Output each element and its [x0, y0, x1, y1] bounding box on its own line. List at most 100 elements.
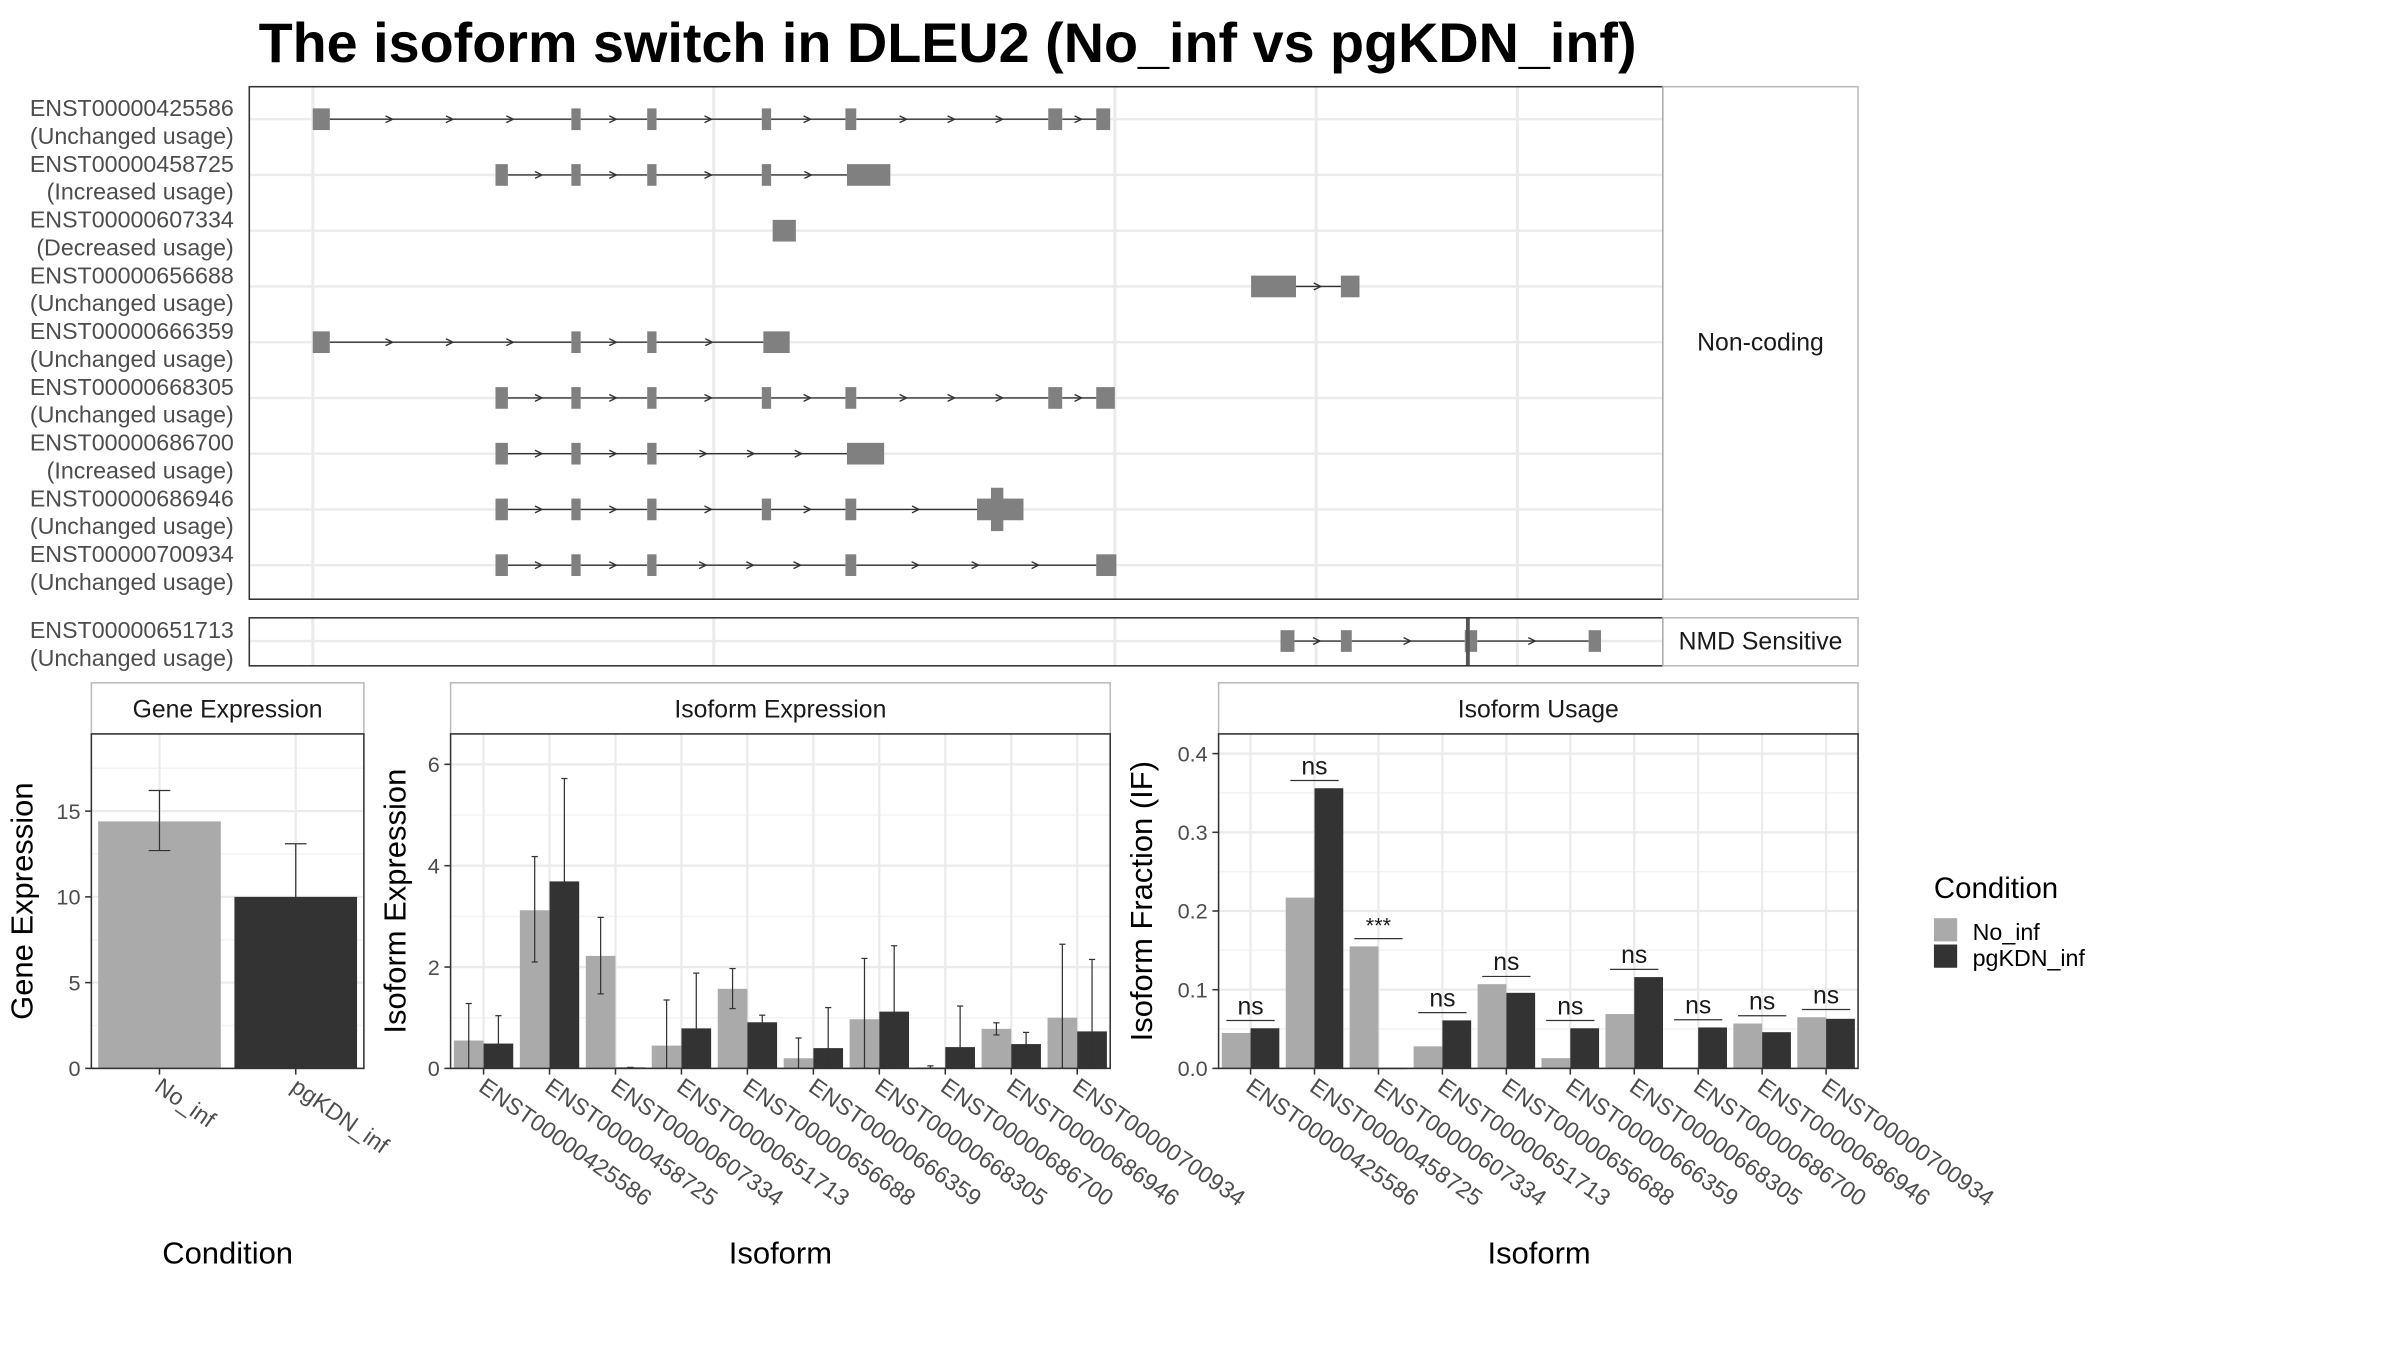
isoform-usage-label: (Unchanged usage)	[30, 645, 234, 671]
cds-exon-block	[990, 487, 1004, 532]
isoform-expression-panel: Isoform Expression0246ENST00000425586ENS…	[378, 682, 1250, 1270]
isoform-usage-label: (Increased usage)	[47, 179, 234, 205]
strand-arrow	[699, 449, 709, 458]
strand-arrow	[534, 393, 544, 402]
figure-title: The isoform switch in DLEU2 (No_inf vs p…	[259, 12, 1637, 74]
exon-block	[647, 498, 657, 521]
legend-label-pgkdn-inf: pgKDN_inf	[1973, 945, 2086, 971]
bar-enst00000458725-no-inf	[1285, 897, 1315, 1069]
strand-arrow	[704, 393, 714, 402]
facet-strip-label: NMD Sensitive	[1679, 629, 1843, 656]
exon-block	[845, 108, 857, 131]
bar-enst00000656688-pgkdn-inf	[1506, 992, 1536, 1069]
isoform-row-enst00000656688: ENST00000656688(Unchanged usage)	[30, 262, 1360, 316]
significance-label: ***	[1366, 912, 1392, 937]
strand-arrow	[803, 505, 813, 514]
exon-block	[772, 219, 796, 242]
strand-arrow	[704, 505, 714, 514]
legend-swatch-pgkdn-inf	[1933, 944, 1958, 968]
bar-enst00000651713-pgkdn-inf	[1442, 1020, 1472, 1069]
exon-block	[845, 554, 857, 576]
isoform-label: ENST00000656688	[30, 262, 234, 288]
significance-label: ns	[1301, 753, 1327, 780]
isoform-label: ENST00000668305	[30, 374, 234, 400]
strand-arrow	[746, 449, 756, 458]
bar-enst00000458725-pgkdn-inf	[1314, 788, 1344, 1069]
y-tick-label: 4	[428, 853, 440, 878]
exon-block	[312, 108, 330, 131]
bar-enst00000700934-pgkdn-inf	[1826, 1018, 1855, 1069]
strand-arrow	[911, 561, 921, 570]
strand-arrow	[608, 561, 618, 570]
exon-block	[571, 164, 581, 186]
bar-no-inf	[98, 821, 221, 1069]
exon-block	[495, 554, 508, 576]
exon-block	[845, 387, 857, 409]
strand-arrow	[704, 170, 714, 180]
y-tick-label: 0	[428, 1056, 440, 1081]
exon-block	[1280, 630, 1295, 652]
strand-arrow	[911, 505, 921, 514]
plot-border	[90, 733, 365, 1070]
x-axis-title: Condition	[162, 1235, 293, 1270]
exon-block	[647, 108, 657, 131]
exon-block	[1048, 387, 1063, 409]
isoform-usage-panel: Isoform Usage 0.0 0.1 0.2 0.3 0.4 ns ns *** ns ns n…	[1124, 682, 1999, 1270]
strand-arrow	[947, 115, 957, 124]
strand-arrow	[947, 393, 957, 402]
y-tick-label: 0.2	[1178, 899, 1208, 924]
significance-label: ns	[1749, 989, 1775, 1016]
isoform-row-enst00000700934: ENST00000700934(Unchanged usage)	[30, 541, 1117, 595]
strand-arrow	[1031, 561, 1041, 570]
y-tick-label: 15	[56, 799, 80, 824]
strand-arrow	[534, 505, 544, 514]
y-tick-label: 0.3	[1178, 820, 1208, 845]
isoform-label: ENST00000686946	[30, 485, 234, 511]
exon-block	[761, 498, 772, 521]
x-axis-title: Isoform	[729, 1235, 832, 1270]
plot-border	[449, 733, 1111, 1070]
x-axis-title: Isoform	[1487, 1235, 1590, 1270]
exon-block	[846, 442, 885, 465]
y-tick-label: 0.4	[1178, 741, 1208, 766]
y-tick-label: 10	[56, 885, 80, 910]
strand-arrow	[704, 115, 714, 124]
strand-arrow	[608, 170, 618, 180]
facet-strip	[1662, 85, 1859, 600]
strand-arrow	[803, 393, 813, 402]
exon-block	[1340, 630, 1352, 652]
strand-arrow	[1313, 282, 1323, 291]
isoform-usage-label: (Unchanged usage)	[30, 123, 234, 149]
isoform-row-enst00000668305: ENST00000668305(Unchanged usage)	[30, 374, 1115, 428]
structure-facet-nmd-sensitive: ENST00000651713(Unchanged usage) NMD Sens…	[30, 617, 1859, 671]
significance-label: ns	[1685, 993, 1711, 1020]
exon-block	[571, 554, 581, 576]
strand-arrow	[534, 170, 544, 180]
bar-enst00000666359-no-inf	[1541, 1058, 1571, 1069]
exon-block	[571, 331, 581, 354]
gene-expression-panel: Gene Expression 0 5 10 15 No_inf pgKDN_inf Cond…	[5, 682, 394, 1270]
strand-arrow	[698, 561, 708, 570]
y-tick-label: 6	[428, 752, 440, 777]
isoform-usage-label: (Unchanged usage)	[30, 346, 234, 372]
exon-block	[846, 164, 891, 186]
strand-arrow	[534, 561, 544, 570]
significance-label: ns	[1813, 982, 1839, 1009]
isoform-usage-label: (Unchanged usage)	[30, 402, 234, 428]
strand-arrow	[1074, 393, 1084, 402]
exon-block	[1096, 387, 1115, 409]
strand-arrow	[385, 338, 395, 347]
exon-block	[647, 554, 657, 576]
exon-block	[845, 498, 857, 521]
bar-enst00000656688-no-inf	[1477, 984, 1507, 1069]
panel-strip	[449, 682, 1111, 735]
bar-enst00000607334-no-inf	[1349, 946, 1379, 1069]
x-tick-label: pgKDN_inf	[287, 1073, 394, 1159]
exon-block	[647, 387, 657, 409]
exon-block	[761, 387, 772, 409]
strand-arrow	[1312, 636, 1322, 646]
strand-arrow	[506, 338, 515, 347]
strand-arrow	[971, 561, 981, 570]
